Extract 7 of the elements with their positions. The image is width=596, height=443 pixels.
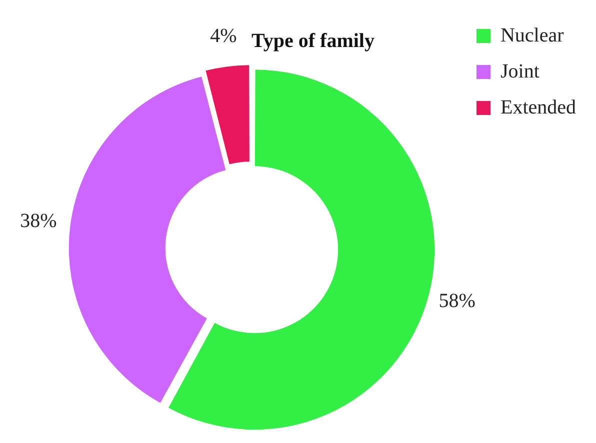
- legend-label: Joint: [500, 60, 540, 82]
- legend-label: Nuclear: [500, 24, 564, 46]
- data-label: 58%: [438, 290, 476, 312]
- data-label: 4%: [210, 24, 237, 47]
- data-label: 38%: [20, 210, 57, 232]
- legend-label: Extended: [500, 96, 576, 118]
- chart-title: Type of family: [252, 30, 374, 52]
